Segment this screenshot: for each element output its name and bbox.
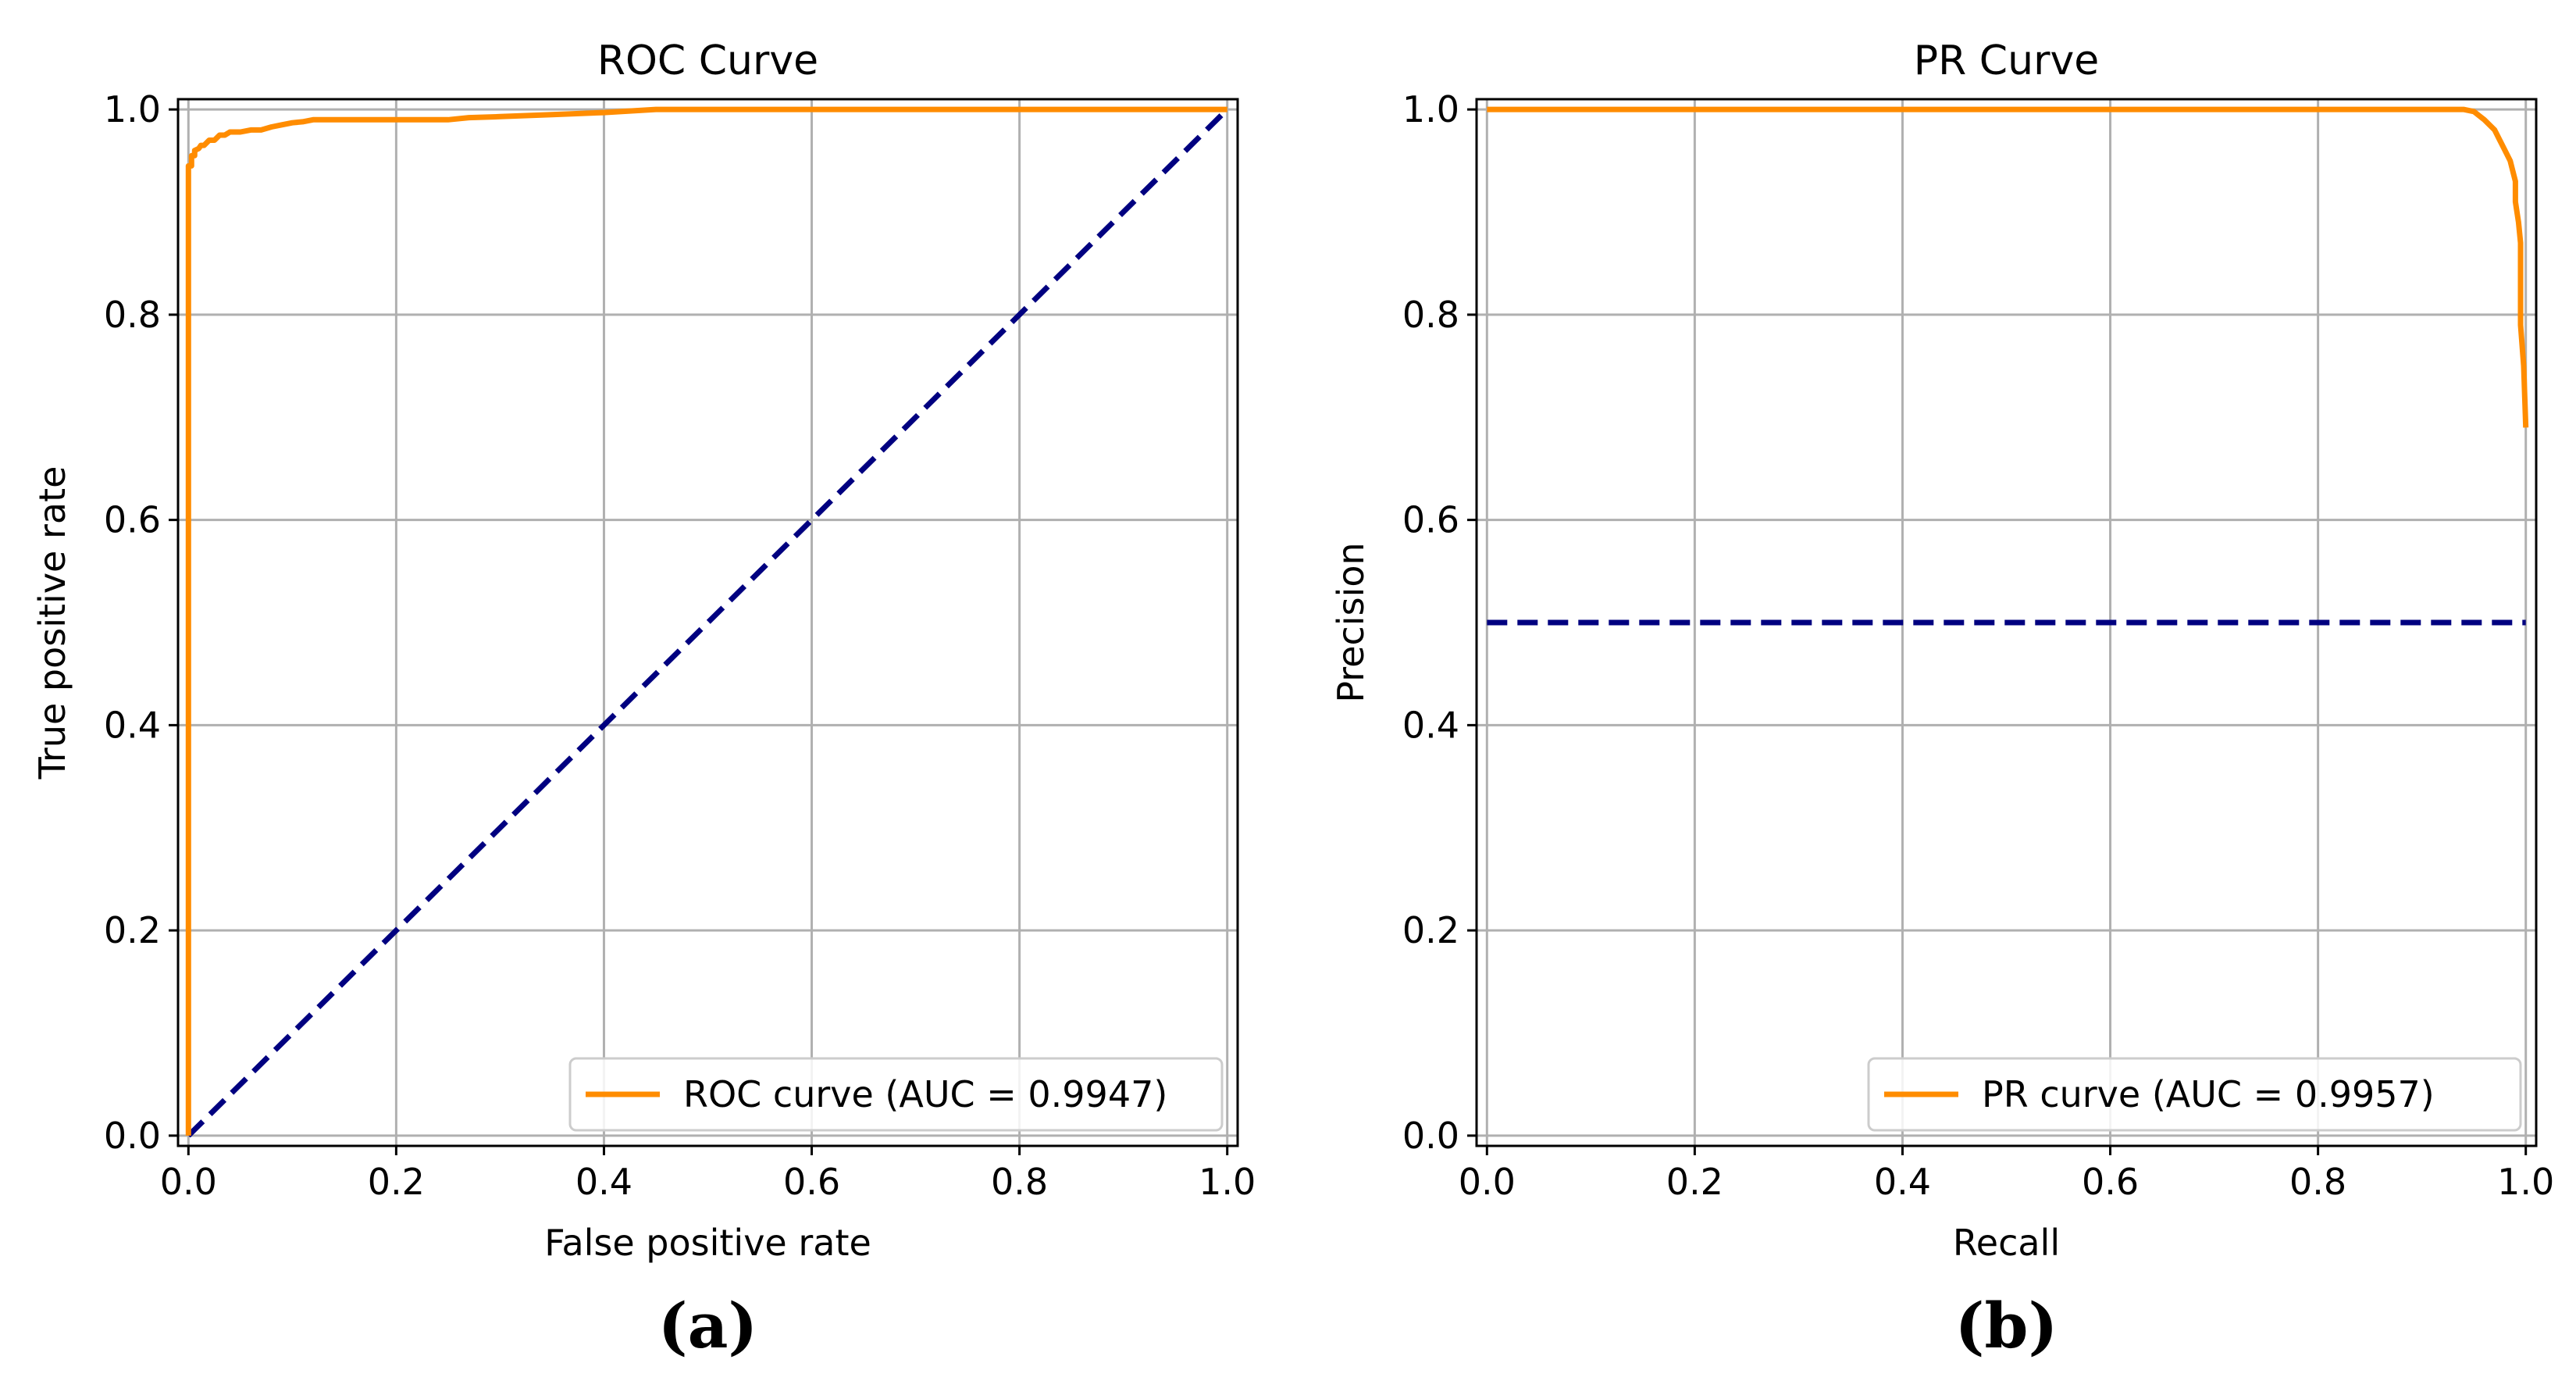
pr-legend-label: PR curve (AUC = 0.9957) (1982, 1073, 2435, 1115)
roc-y-tick-label: 0.4 (104, 704, 161, 746)
pr-y-tick-label: 0.0 (1402, 1115, 1459, 1157)
pr-y-axis-label: Precision (1330, 542, 1372, 702)
pr-series (1487, 106, 2529, 626)
pr-y-tick-label: 0.2 (1402, 909, 1459, 951)
roc-y-tick-label: 0.8 (104, 294, 161, 336)
pr-legend-box (1867, 1057, 2522, 1132)
roc-x-axis-label: False positive rate (544, 1222, 871, 1264)
pr-ticks: 0.0 0.2 0.4 0.6 0.8 1.0 0.0 0.2 0.4 0.6 0.8 1.0 (1402, 88, 2554, 1203)
roc-legend-box (568, 1057, 1224, 1132)
roc-grid (178, 99, 1238, 1146)
roc-y-axis-label: True positive rate (31, 466, 73, 780)
roc-x-tick-label: 0.6 (783, 1161, 840, 1203)
pr-x-tick-label: 1.0 (2497, 1161, 2554, 1203)
roc-x-tick-label: 0.4 (575, 1161, 632, 1203)
roc-x-tick-label: 0.8 (991, 1161, 1048, 1203)
roc-axes-frame (176, 98, 1239, 1147)
pr-x-tick-label: 0.8 (2289, 1161, 2346, 1203)
roc-legend: ROC curve (AUC = 0.9947) (568, 1057, 1224, 1132)
roc-y-tick-label: 0.0 (104, 1115, 161, 1157)
pr-x-tick-label: 0.6 (2082, 1161, 2139, 1203)
pr-panel-label: (b) (1955, 1289, 2058, 1362)
pr-curve-series (1487, 106, 2529, 428)
pr-y-tick-label: 1.0 (1402, 88, 1459, 130)
pr-legend: PR curve (AUC = 0.9957) (1867, 1057, 2522, 1132)
roc-x-tick-label: 1.0 (1199, 1161, 1256, 1203)
roc-y-tick-label: 1.0 (104, 88, 161, 130)
roc-y-tick-label: 0.6 (104, 499, 161, 541)
pr-x-axis-label: Recall (1953, 1222, 2060, 1264)
roc-ticks: 0.0 0.2 0.4 0.6 0.8 1.0 0.0 0.2 0.4 0.6 0.8 1.0 (104, 88, 1256, 1203)
pr-x-tick-label: 0.0 (1459, 1161, 1516, 1203)
roc-chart: 0.0 0.2 0.4 0.6 0.8 1.0 0.0 0.2 0.4 0.6 0.8 1.0 ROC… (31, 37, 1256, 1362)
pr-chart: 0.0 0.2 0.4 0.6 0.8 1.0 0.0 0.2 0.4 0.6 0.8 1.0 PR … (1330, 37, 2554, 1362)
roc-panel-label: (a) (658, 1289, 758, 1362)
pr-x-tick-label: 0.4 (1874, 1161, 1931, 1203)
pr-y-tick-label: 0.8 (1402, 294, 1459, 336)
roc-y-tick-label: 0.2 (104, 909, 161, 951)
roc-x-tick-label: 0.2 (368, 1161, 425, 1203)
pr-x-tick-label: 0.2 (1666, 1161, 1723, 1203)
pr-y-tick-label: 0.6 (1402, 499, 1459, 541)
pr-axes-frame (1475, 98, 2538, 1147)
pr-y-tick-label: 0.4 (1402, 704, 1459, 746)
roc-x-tick-label: 0.0 (160, 1161, 217, 1203)
roc-curve-series (185, 106, 1227, 1136)
roc-legend-label: ROC curve (AUC = 0.9947) (683, 1073, 1167, 1115)
roc-chart-title: ROC Curve (597, 37, 818, 84)
pr-chart-title: PR Curve (1914, 37, 2099, 84)
roc-series (185, 106, 1230, 1138)
